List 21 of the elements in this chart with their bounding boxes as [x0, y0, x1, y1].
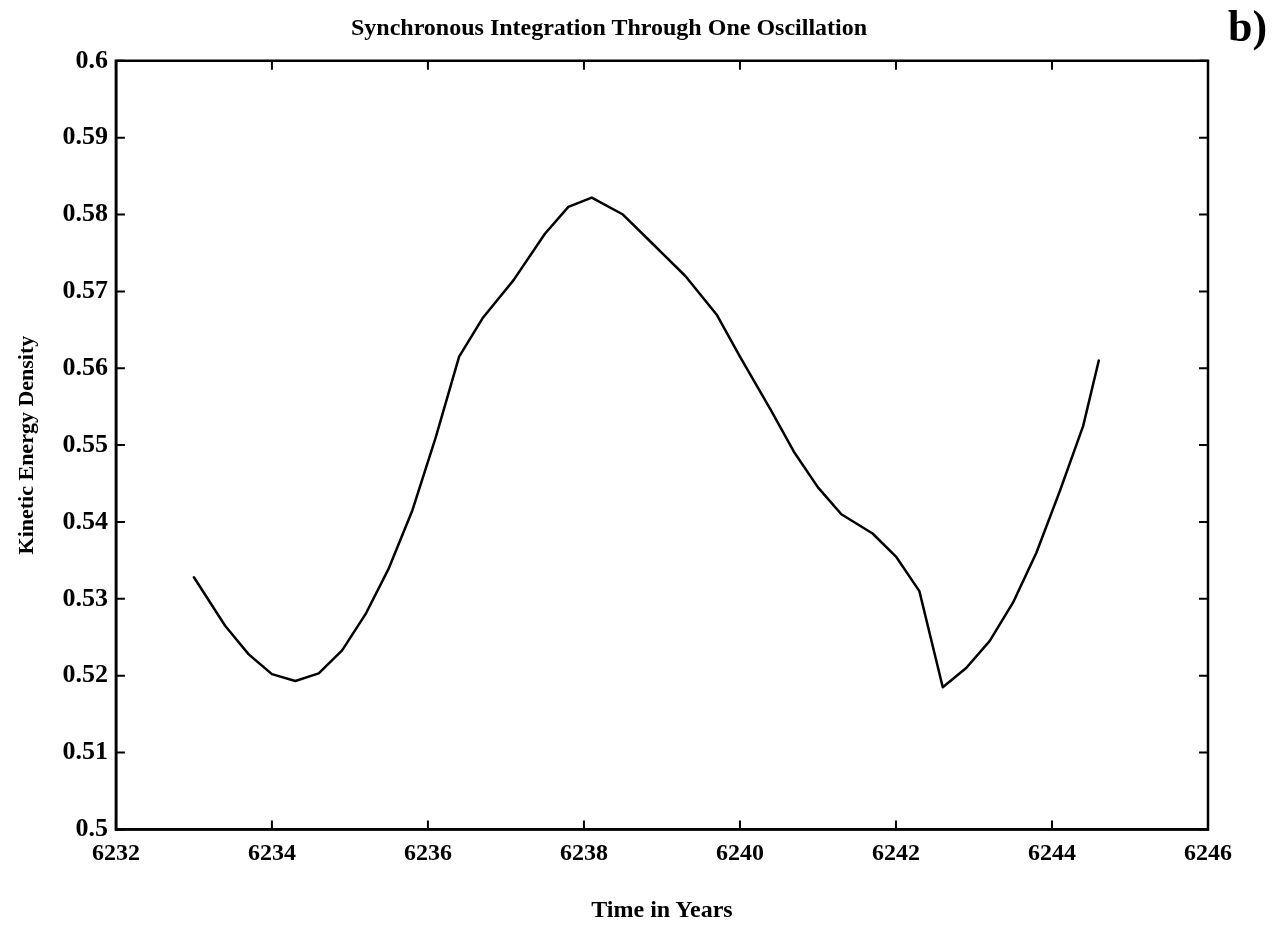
- y-tick-label: 0.54: [62, 505, 108, 535]
- x-tick-label: 6246: [1184, 839, 1232, 865]
- x-tick-label: 6242: [871, 839, 920, 865]
- y-tick-label: 0.56: [62, 351, 108, 381]
- y-tick-label: 0.57: [62, 275, 108, 305]
- chart-title: Synchronous Integration Through One Oscillation: [350, 13, 868, 40]
- y-tick-label: 0.58: [62, 198, 108, 228]
- y-tick-label: 0.52: [62, 659, 108, 689]
- y-axis-title: Kinetic Energy Density: [12, 335, 38, 555]
- y-tick-label: 0.6: [75, 44, 108, 74]
- y-tick-label: 0.53: [62, 582, 108, 612]
- x-axis-title: Time in Years: [591, 895, 733, 922]
- y-tick-label: 0.51: [62, 736, 108, 766]
- x-tick-label: 6238: [559, 839, 608, 865]
- y-tick-label: 0.55: [62, 428, 108, 458]
- x-tick-label: 6240: [715, 839, 764, 865]
- x-tick-label: 6236: [403, 839, 452, 865]
- text: b): [1228, 2, 1268, 52]
- x-tick-label: 6234: [247, 839, 296, 865]
- y-tick-label: 0.59: [62, 121, 108, 151]
- x-tick-label: 6244: [1027, 839, 1076, 865]
